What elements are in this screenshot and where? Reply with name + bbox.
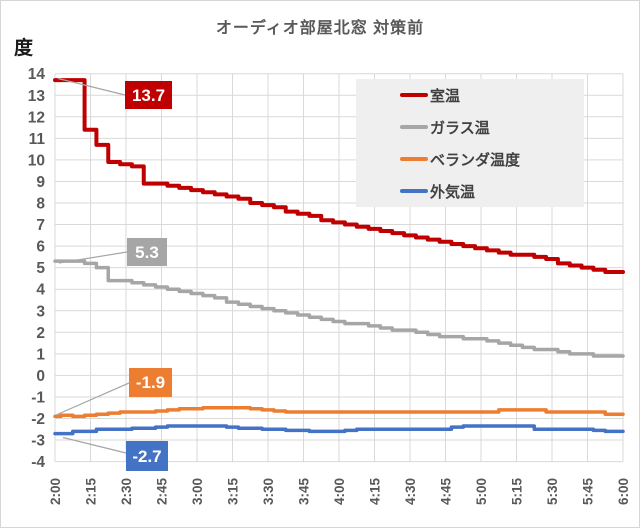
data-label-glass-temp: 5.3: [127, 238, 167, 266]
y-tick-label: 7: [36, 217, 45, 234]
y-tick-label: 9: [36, 174, 45, 191]
series-line-veranda-temp: [53, 405, 625, 419]
legend-label-room-temp: 室温: [430, 87, 461, 105]
x-tick-label: 5:00: [474, 478, 489, 505]
x-tick-label: 2:45: [154, 478, 169, 506]
legend-item-outdoor-temp: 外気温: [356, 175, 584, 207]
x-tick-label: 3:15: [225, 478, 240, 506]
x-tick-label: 3:45: [296, 478, 311, 506]
x-tick-label: 2:00: [48, 478, 63, 505]
legend-swatch-glass-temp: [400, 125, 428, 129]
y-tick-label: 5: [36, 260, 45, 277]
data-label-veranda-temp: -1.9: [129, 368, 172, 397]
y-tick-label: 12: [28, 109, 45, 126]
leader-line-outdoor-temp: [62, 436, 127, 454]
x-tick-label: 4:45: [438, 478, 453, 506]
legend-label-outdoor-temp: 外気温: [430, 183, 476, 201]
y-tick-label: 10: [28, 152, 45, 169]
y-axis-unit-label: 度: [14, 38, 34, 59]
data-label-room-temp: 13.7: [125, 81, 172, 109]
y-tick-label: 2: [36, 325, 45, 342]
legend-swatch-veranda-temp: [400, 157, 428, 161]
chart-title: オーディオ部屋北窓 対策前: [215, 20, 425, 37]
y-tick-label: 8: [36, 196, 45, 213]
legend-swatch-outdoor-temp: [400, 189, 428, 193]
legend-label-veranda-temp: ベランダ温度: [430, 151, 521, 169]
series-line-outdoor-temp: [53, 424, 625, 436]
legend: 室温 ガラス温 ベランダ温度 外気温: [356, 79, 584, 207]
data-label-outdoor-temp: -2.7: [126, 441, 168, 471]
x-tick-label: 5:30: [545, 478, 560, 505]
y-tick-label: -3: [31, 433, 45, 450]
x-tick-label: 3:00: [190, 478, 205, 505]
legend-swatch-room-temp: [400, 93, 428, 97]
y-tick-label: -2: [31, 411, 45, 428]
x-tick-label: 4:15: [367, 478, 382, 506]
series-line-room-temp: [53, 78, 625, 274]
x-tick-label: 2:15: [83, 478, 98, 506]
legend-item-veranda-temp: ベランダ温度: [356, 143, 584, 175]
leader-line-glass-temp: [58, 251, 128, 264]
y-tick-label: 0: [36, 368, 45, 385]
legend-item-room-temp: 室温: [356, 79, 584, 111]
legend-label-glass-temp: ガラス温: [430, 119, 490, 137]
y-tick-label: -1: [31, 389, 45, 406]
y-tick-label: 3: [36, 303, 45, 320]
x-tick-label: 5:45: [580, 478, 595, 506]
y-tick-label: 13: [28, 88, 46, 105]
x-tick-label: 2:30: [119, 478, 134, 505]
y-tick-label: 6: [36, 239, 45, 256]
legend-item-glass-temp: ガラス温: [356, 111, 584, 143]
x-tick-label: 4:00: [332, 478, 347, 505]
y-tick-label: 14: [28, 66, 46, 83]
series-line-glass-temp: [53, 259, 625, 358]
x-tick-label: 5:15: [509, 478, 524, 506]
x-tick-label: 3:30: [261, 478, 276, 505]
x-tick-label: 4:30: [403, 478, 418, 505]
y-tick-label: -4: [31, 454, 45, 471]
leader-line-room-temp: [57, 77, 126, 96]
leader-line-veranda-temp: [55, 382, 130, 416]
y-tick-label: 4: [36, 282, 45, 299]
y-tick-label: 11: [29, 131, 46, 148]
x-tick-label: 6:00: [616, 478, 631, 505]
y-tick-label: 1: [36, 346, 45, 363]
